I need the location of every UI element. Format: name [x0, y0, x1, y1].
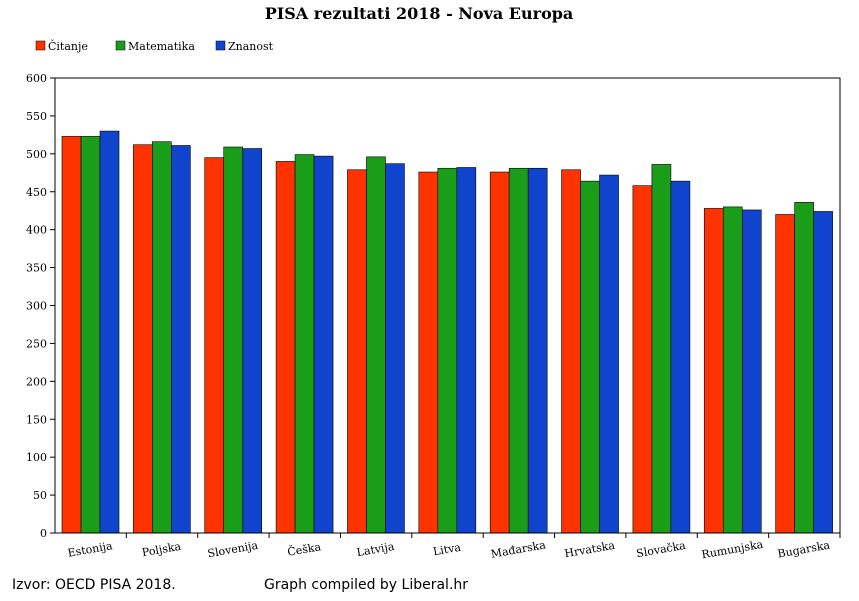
- bar: [722, 206, 743, 534]
- y-tick-label: 400: [26, 224, 47, 237]
- bar: [99, 130, 120, 534]
- bar: [508, 167, 529, 534]
- legend: Čitanje Matematika Znanost: [35, 39, 274, 53]
- bar: [703, 208, 724, 534]
- bar: [670, 180, 691, 534]
- y-tick-label: 250: [26, 337, 47, 350]
- bar: [80, 136, 101, 534]
- legend-swatch: [215, 40, 226, 51]
- bar: [171, 145, 191, 534]
- category-label: Litva: [432, 541, 462, 559]
- bar: [61, 136, 82, 534]
- y-tick-label: 550: [26, 110, 47, 123]
- category-label: Hrvatska: [563, 539, 616, 561]
- y-tick-label: 450: [26, 186, 47, 199]
- bar: [599, 174, 619, 534]
- category-label: Latvija: [356, 540, 396, 559]
- bar: [204, 157, 225, 534]
- legend-label: Znanost: [228, 40, 274, 53]
- legend-label: Čitanje: [48, 39, 88, 53]
- y-tick-label: 300: [26, 300, 47, 313]
- y-tick-label: 0: [40, 527, 47, 540]
- bar: [813, 211, 833, 534]
- bar: [489, 171, 510, 534]
- bar: [242, 148, 263, 534]
- source-note: Izvor: OECD PISA 2018.: [12, 577, 176, 593]
- y-axis: 0 50 100 150 200 250 300 350 400 450 500 550 600: [26, 72, 55, 540]
- legend-swatch: [35, 40, 46, 51]
- bar: [418, 171, 439, 534]
- bar: [223, 146, 244, 534]
- bar: [456, 167, 477, 534]
- y-tick-label: 200: [26, 375, 47, 388]
- bars: [61, 130, 833, 534]
- category-label: Rumunjska: [701, 538, 765, 562]
- chart-title: PISA rezultati 2018 - Nova Europa: [265, 4, 574, 23]
- y-tick-label: 350: [26, 262, 47, 275]
- category-label: Češka: [286, 539, 322, 559]
- bar: [437, 167, 458, 534]
- plot-frame: [54, 77, 841, 534]
- category-label: Slovačka: [635, 539, 687, 561]
- bar: [561, 169, 581, 534]
- bar: [651, 164, 672, 534]
- bar: [347, 169, 367, 534]
- bar: [152, 141, 172, 534]
- category-label: Bugarska: [777, 538, 832, 560]
- credit-note: Graph compiled by Liberal.hr: [264, 577, 469, 593]
- y-tick-label: 100: [26, 451, 47, 464]
- x-axis: Estonija Poljska Slovenija Češka Latvija Litv…: [67, 533, 841, 562]
- bar: [366, 156, 386, 534]
- bar: [313, 155, 334, 534]
- legend-swatch: [115, 40, 126, 51]
- y-tick-label: 600: [26, 72, 47, 85]
- bar: [527, 167, 548, 534]
- y-tick-label: 150: [26, 413, 47, 426]
- category-label: Estonija: [67, 539, 114, 560]
- category-label: Poljska: [141, 540, 182, 560]
- y-tick-label: 50: [33, 489, 47, 502]
- legend-label: Matematika: [128, 40, 195, 53]
- bar: [133, 144, 153, 534]
- bar: [632, 185, 653, 534]
- bar: [275, 161, 296, 534]
- category-label: Slovenija: [207, 539, 260, 561]
- bar: [741, 209, 762, 534]
- bar: [775, 214, 795, 534]
- bar: [794, 202, 814, 534]
- bar: [294, 154, 315, 534]
- category-label: Mađarska: [490, 538, 547, 561]
- bar: [385, 163, 405, 534]
- y-tick-label: 500: [26, 148, 47, 161]
- bar: [580, 180, 600, 534]
